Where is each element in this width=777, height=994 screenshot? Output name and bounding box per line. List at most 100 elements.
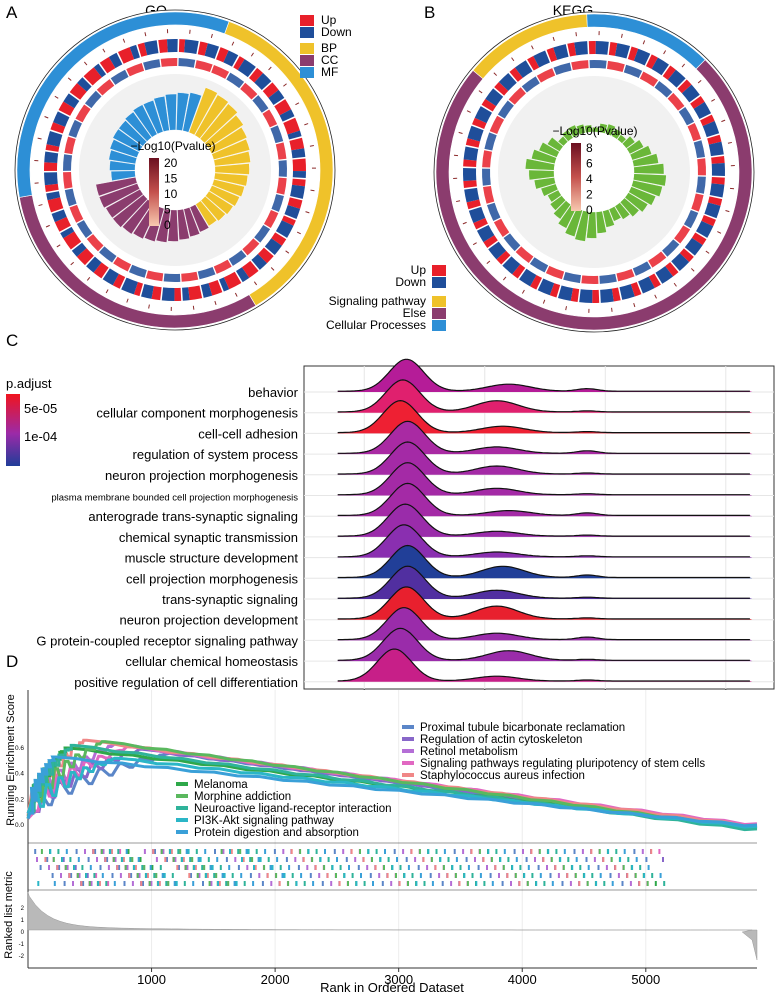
ridge-area bbox=[337, 649, 753, 682]
gene-hit-mark bbox=[597, 865, 600, 870]
count-ring-segment bbox=[276, 177, 287, 195]
gene-hit-mark bbox=[621, 881, 624, 886]
up-segment bbox=[174, 287, 182, 302]
enrichment-line bbox=[26, 740, 758, 830]
up-segment bbox=[117, 47, 135, 64]
gene-hit-mark bbox=[37, 881, 40, 886]
gene-hit-mark bbox=[176, 865, 179, 870]
gene-hit-mark bbox=[229, 849, 231, 854]
gene-hit-mark bbox=[333, 849, 336, 854]
down-segment bbox=[615, 43, 631, 59]
gene-hit-mark bbox=[126, 865, 129, 870]
up-segment bbox=[178, 39, 186, 53]
term-tick bbox=[456, 200, 461, 203]
gene-hit-mark bbox=[139, 857, 142, 862]
down-segment bbox=[235, 267, 250, 283]
gene-hit-mark bbox=[465, 857, 468, 862]
count-ring-segment bbox=[489, 115, 505, 135]
gene-hit-mark bbox=[462, 849, 465, 854]
legend-swatch bbox=[300, 55, 314, 66]
gene-hit-mark bbox=[562, 865, 565, 870]
down-segment bbox=[200, 283, 213, 298]
ridge-outline bbox=[337, 379, 750, 413]
down-segment bbox=[463, 146, 479, 161]
down-segment bbox=[655, 266, 674, 284]
gene-hit-mark bbox=[201, 865, 204, 870]
count-ring-segment bbox=[623, 64, 643, 79]
gene-hit-mark bbox=[249, 873, 252, 878]
gene-hit-mark bbox=[219, 865, 222, 870]
gene-hit-mark bbox=[259, 857, 262, 862]
gene-hit-mark bbox=[213, 873, 216, 878]
term-tick bbox=[466, 110, 471, 113]
count-ring-segment bbox=[607, 60, 625, 73]
up-segment bbox=[700, 114, 715, 127]
down-segment bbox=[268, 89, 285, 105]
gene-hit-mark bbox=[549, 873, 552, 878]
down-segment bbox=[218, 277, 230, 292]
ridge-outline bbox=[337, 627, 750, 661]
gene-hit-mark bbox=[186, 865, 189, 870]
gene-hit-mark bbox=[631, 865, 634, 870]
gradient-tick-label: 0 bbox=[164, 218, 171, 232]
up-segment bbox=[549, 283, 561, 298]
gene-hit-mark bbox=[587, 865, 590, 870]
ridge-category-label: cell projection morphogenesis bbox=[126, 571, 298, 586]
gene-hit-mark bbox=[391, 865, 394, 870]
gene-hit-mark bbox=[121, 857, 124, 862]
count-ring-segment bbox=[563, 271, 581, 284]
gene-hit-mark bbox=[651, 873, 654, 878]
gene-hit-mark bbox=[161, 873, 164, 878]
term-tick bbox=[727, 141, 732, 144]
ridge-outline bbox=[337, 565, 750, 599]
panel-c-letter: C bbox=[6, 331, 18, 350]
gene-hit-mark bbox=[261, 881, 264, 886]
count-ring-segment bbox=[639, 71, 659, 87]
legend-label: Protein digestion and absorption bbox=[194, 827, 359, 839]
gene-hit-mark bbox=[663, 881, 666, 886]
gene-hit-mark bbox=[442, 865, 445, 870]
gene-hit-mark bbox=[535, 881, 538, 886]
count-ring-segment bbox=[545, 265, 565, 280]
y-tick-label-bottom: -2 bbox=[19, 954, 25, 960]
gene-hit-mark bbox=[450, 881, 453, 886]
gene-hit-mark bbox=[629, 881, 632, 886]
gene-hit-mark bbox=[438, 873, 441, 878]
term-tick bbox=[575, 32, 577, 37]
gene-hit-mark bbox=[423, 881, 426, 886]
count-ring-segment bbox=[143, 59, 161, 71]
down-segment bbox=[537, 278, 555, 296]
ridge-area bbox=[337, 462, 753, 496]
term-tick bbox=[521, 289, 525, 294]
up-segment bbox=[592, 289, 600, 304]
gene-hit-mark bbox=[407, 865, 410, 870]
up-segment bbox=[233, 56, 245, 71]
gene-hit-mark bbox=[395, 873, 397, 878]
up-segment bbox=[262, 82, 279, 98]
gene-hit-mark bbox=[53, 881, 56, 886]
up-segment bbox=[463, 180, 477, 189]
up-segment bbox=[47, 197, 64, 213]
gene-hit-mark bbox=[287, 881, 290, 886]
gene-hit-mark bbox=[62, 857, 65, 862]
up-segment bbox=[99, 56, 116, 74]
gene-hit-mark bbox=[569, 881, 572, 886]
gene-hit-mark bbox=[173, 881, 176, 886]
gene-hit-mark bbox=[374, 865, 377, 870]
gene-hit-mark bbox=[567, 857, 570, 862]
count-ring-segment bbox=[160, 57, 178, 67]
gene-hit-mark bbox=[149, 865, 152, 870]
down-segment bbox=[287, 130, 302, 140]
gene-hit-mark bbox=[93, 873, 96, 878]
gene-hit-mark bbox=[153, 873, 156, 878]
gene-hit-mark bbox=[198, 873, 201, 878]
gene-hit-mark bbox=[245, 849, 248, 854]
count-ring-segment bbox=[63, 172, 73, 189]
y-axis-title-top: Running Enrichment Score bbox=[5, 694, 17, 825]
gene-hit-mark bbox=[222, 849, 225, 854]
ridge-area bbox=[337, 587, 753, 620]
term-tick bbox=[122, 38, 126, 43]
gene-hit-mark bbox=[641, 849, 644, 854]
gene-hit-mark bbox=[131, 857, 134, 862]
gene-hit-mark bbox=[390, 881, 393, 886]
